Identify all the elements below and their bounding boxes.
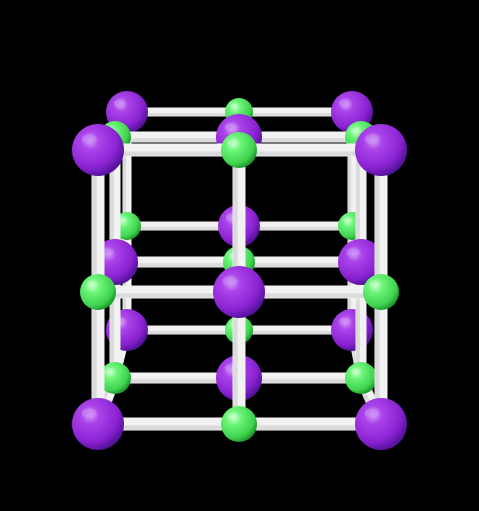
purple-sphere-2-2-0-highlight — [338, 317, 351, 325]
green-sphere-1-2-2 — [221, 406, 257, 442]
green-sphere-2-2-1-highlight — [350, 368, 360, 375]
purple-sphere-1-1-2 — [213, 266, 265, 318]
atoms-front-layer — [72, 124, 407, 450]
purple-sphere-0-2-2-highlight — [81, 408, 97, 418]
purple-sphere-2-2-2 — [355, 398, 407, 450]
purple-sphere-2-1-1-highlight — [346, 248, 360, 257]
purple-sphere-1-1-2-highlight — [222, 276, 238, 286]
green-sphere-1-2-2-highlight — [227, 413, 238, 420]
purple-sphere-2-2-0 — [331, 309, 373, 351]
green-sphere-2-1-2 — [363, 274, 399, 310]
purple-sphere-0-0-2 — [72, 124, 124, 176]
green-sphere-2-1-0-highlight — [343, 217, 352, 223]
green-sphere-2-2-1 — [345, 362, 377, 394]
purple-sphere-2-0-0-highlight — [338, 99, 351, 107]
purple-sphere-0-2-2 — [72, 398, 124, 450]
green-sphere-1-0-2 — [221, 132, 257, 168]
purple-sphere-1-0-1-highlight — [224, 123, 238, 132]
purple-sphere-0-0-2-highlight — [81, 134, 97, 144]
green-sphere-0-1-2 — [80, 274, 116, 310]
green-sphere-0-1-2-highlight — [86, 281, 97, 288]
purple-sphere-0-0-0-highlight — [113, 99, 126, 107]
purple-sphere-2-0-2 — [355, 124, 407, 176]
purple-sphere-2-2-2-highlight — [364, 408, 380, 418]
green-sphere-1-0-2-highlight — [227, 139, 238, 146]
green-sphere-1-0-0-highlight — [230, 103, 239, 109]
green-sphere-2-1-2-highlight — [369, 281, 380, 288]
purple-sphere-2-0-2-highlight — [364, 134, 380, 144]
green-sphere-0-2-1-highlight — [104, 368, 114, 375]
green-sphere-2-0-1-highlight — [350, 127, 360, 134]
